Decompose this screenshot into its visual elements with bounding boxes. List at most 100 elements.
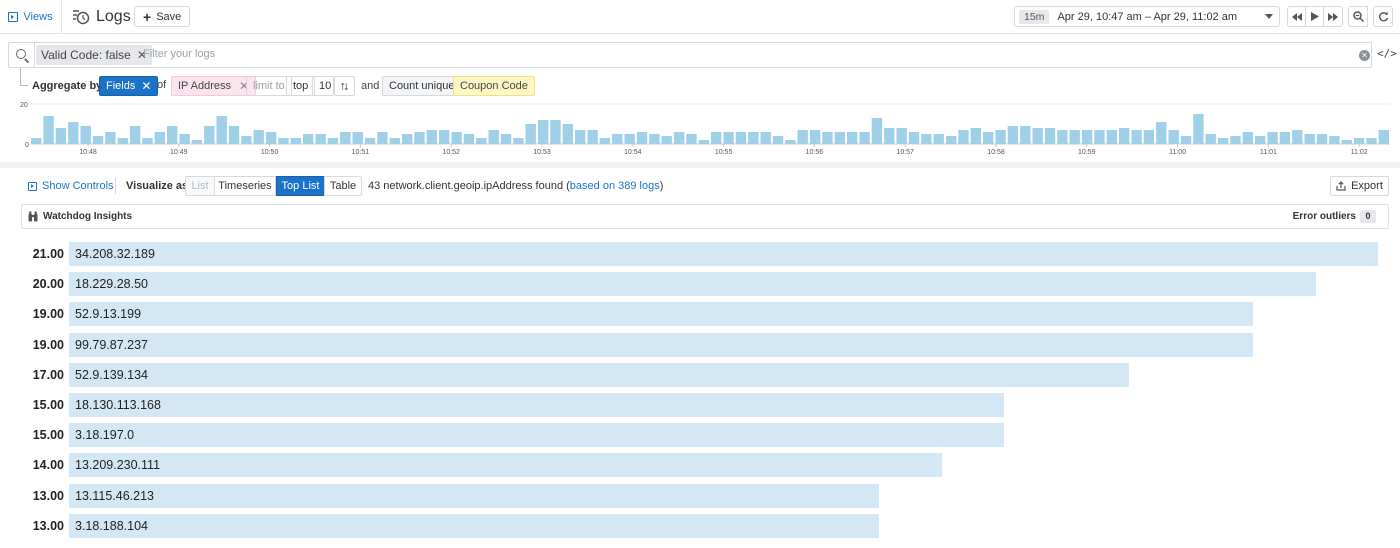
timeline-histogram[interactable]: 20 0 10:48 10:49 10:50 10:51 10:52 10:53 10:54 10… xyxy=(0,100,1400,162)
search-icon xyxy=(16,49,26,59)
top-list-row[interactable]: 21.00 34.208.32.189 xyxy=(0,239,1400,269)
top-list-row[interactable]: 13.00 3.18.188.104 xyxy=(0,511,1400,541)
top-list-value: 17.00 xyxy=(32,367,64,382)
timeline-bar xyxy=(1032,128,1043,144)
top-list-bar xyxy=(69,513,880,538)
measure-select[interactable]: Count unique xyxy=(382,76,462,96)
timeline-bar xyxy=(1119,128,1130,144)
timeline-bar xyxy=(1353,138,1365,144)
timeline-tick-label: 10:51 xyxy=(352,149,370,156)
top-list-bar xyxy=(69,272,1316,297)
top-list-value: 20.00 xyxy=(32,277,64,292)
tab-top-list[interactable]: Top List xyxy=(276,176,325,196)
top-list-row[interactable]: 14.00 13.209.230.111 xyxy=(0,450,1400,480)
timeline-bar xyxy=(1255,136,1266,144)
show-controls-button[interactable]: Show Controls xyxy=(28,180,114,192)
facet-chip[interactable]: IP Address ✕ xyxy=(171,76,257,96)
direction-select[interactable]: top xyxy=(286,76,316,96)
page-title-text: Logs xyxy=(96,8,131,25)
timeline-bar xyxy=(1193,114,1204,144)
timeline-bar xyxy=(649,134,660,144)
timeline-tick-label: 10:53 xyxy=(533,149,551,156)
timeline-tick-label: 11:02 xyxy=(1351,149,1368,156)
timeline-bar xyxy=(1267,132,1278,144)
refresh-button[interactable] xyxy=(1373,6,1393,27)
top-list-row[interactable]: 19.00 52.9.13.199 xyxy=(0,299,1400,329)
views-label: Views xyxy=(23,11,53,23)
timeline-bar xyxy=(537,120,549,144)
timeline-bar xyxy=(364,138,376,144)
watchdog-insights-bar[interactable]: Watchdog Insights Error outliers 0 xyxy=(21,204,1389,229)
timeline-bar xyxy=(315,134,326,144)
timeline-bar xyxy=(92,136,104,144)
search-bar[interactable]: Valid Code: false ✕ Filter your logs ✕ xyxy=(8,42,1372,68)
section-divider xyxy=(0,162,1400,168)
top-list-row[interactable]: 15.00 3.18.197.0 xyxy=(0,420,1400,450)
rewind-button[interactable] xyxy=(1287,6,1306,27)
tab-timeseries[interactable]: Timeseries xyxy=(214,176,276,196)
timeline-bar xyxy=(661,136,672,144)
timeline-bar xyxy=(711,132,722,144)
close-icon[interactable]: ✕ xyxy=(136,48,147,62)
timeline-bar xyxy=(1242,132,1253,144)
timeline-tick-label: 10:57 xyxy=(896,149,914,156)
timeline-bar xyxy=(612,134,623,144)
filter-chip[interactable]: Valid Code: false ✕ xyxy=(36,45,152,65)
top-list-row[interactable]: 17.00 52.9.139.134 xyxy=(0,360,1400,390)
code-view-icon[interactable]: </> xyxy=(1377,47,1397,60)
timeline-tick-label: 10:54 xyxy=(624,149,642,156)
fast-forward-button[interactable] xyxy=(1323,6,1343,27)
top-list-value: 15.00 xyxy=(32,428,64,443)
timeline-bar xyxy=(55,128,67,144)
timeline-bar xyxy=(500,134,512,144)
timeline-bar xyxy=(673,132,685,144)
play-icon xyxy=(1310,12,1319,21)
sort-toggle[interactable] xyxy=(334,76,355,96)
timeline-bar xyxy=(636,132,648,144)
limit-input[interactable]: 10 xyxy=(312,76,334,96)
timeline-bar xyxy=(1205,134,1216,144)
timeline-bar xyxy=(167,126,178,144)
timeline-tick-label: 10:52 xyxy=(442,149,460,156)
close-icon[interactable]: ✕ xyxy=(141,79,152,93)
timeline-bar xyxy=(859,132,870,144)
timeline-bar xyxy=(1341,140,1352,144)
timeline-bar xyxy=(847,132,858,144)
close-icon[interactable]: ✕ xyxy=(239,79,250,93)
timeline-bar xyxy=(735,132,747,144)
save-button[interactable]: + Save xyxy=(134,6,191,27)
timeline-bar xyxy=(550,120,561,144)
top-list-row[interactable]: 13.00 13.115.46.213 xyxy=(0,481,1400,511)
timeline-bar xyxy=(68,122,79,144)
timeline-bar xyxy=(513,138,524,144)
zoom-out-button[interactable] xyxy=(1348,6,1368,27)
timeline-bar xyxy=(1329,136,1340,144)
timeline-bar xyxy=(426,130,437,144)
filter-chip-label: Valid Code: false xyxy=(41,48,131,62)
timeline-bar xyxy=(599,138,611,144)
based-on-logs-link[interactable]: based on 389 logs xyxy=(569,180,660,192)
search-input[interactable]: Filter your logs xyxy=(143,48,216,60)
top-list-row[interactable]: 20.00 18.229.28.50 xyxy=(0,269,1400,299)
top-list-row[interactable]: 15.00 18.130.113.168 xyxy=(0,390,1400,420)
timeline-bar xyxy=(401,134,413,144)
timeline-bar xyxy=(1292,130,1303,144)
fields-chip[interactable]: Fields ✕ xyxy=(99,76,159,96)
export-button[interactable]: Export xyxy=(1330,176,1389,196)
play-button[interactable] xyxy=(1305,6,1324,27)
timeline-tick-label: 11:01 xyxy=(1260,149,1277,156)
measure-field-chip[interactable]: Coupon Code xyxy=(453,76,535,96)
clear-search-icon[interactable]: ✕ xyxy=(1359,50,1370,61)
top-list-value: 15.00 xyxy=(32,398,64,412)
tab-table[interactable]: Table xyxy=(324,176,362,196)
top-list-label: 13.209.230.111 xyxy=(75,458,161,473)
results-close: ) xyxy=(659,180,664,192)
time-range-selector[interactable]: 15m Apr 29, 10:47 am – Apr 29, 11:02 am xyxy=(1014,6,1280,27)
timeline-bar xyxy=(278,138,289,144)
time-preset-badge: 15m xyxy=(1019,9,1050,24)
timeline-bar xyxy=(1007,126,1019,144)
views-button[interactable]: Views xyxy=(0,0,62,34)
tab-list[interactable]: List xyxy=(185,176,215,196)
timeline-bar xyxy=(377,132,388,144)
top-list-row[interactable]: 19.00 99.79.87.237 xyxy=(0,330,1400,360)
